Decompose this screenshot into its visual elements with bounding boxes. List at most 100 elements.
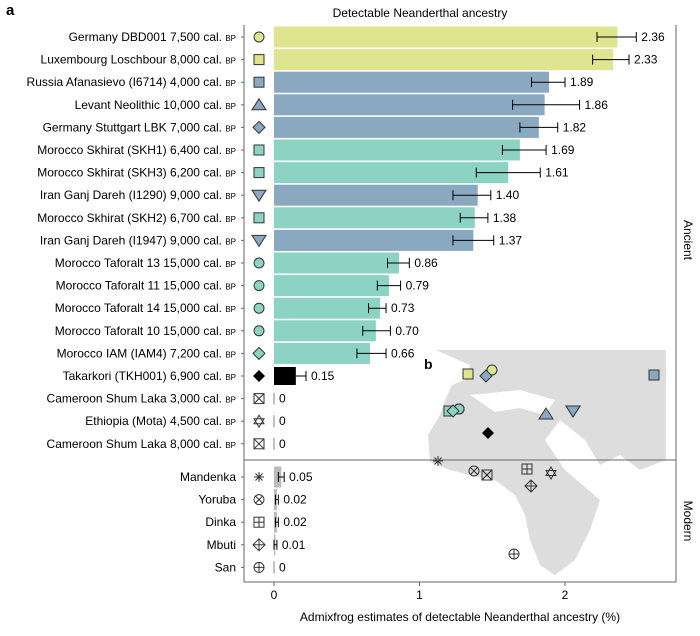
bar-row: Morocco Skhirat (SKH3) 6,200 cal. BP 1.61	[37, 162, 569, 184]
value-label: 1.89	[570, 75, 594, 89]
row-label: Morocco Taforalt 13 15,000 cal. BP	[55, 256, 236, 270]
map-landmass	[428, 350, 666, 575]
row-label: Dinka	[205, 515, 236, 529]
bar	[274, 229, 474, 251]
row-label-suffix: BP	[225, 147, 236, 156]
row-marker	[251, 234, 267, 248]
row-label: Cameroon Shum Laka 8,000 cal. BP	[47, 437, 236, 451]
bar	[274, 367, 296, 385]
row-label-suffix: BP	[225, 283, 236, 292]
row-marker-b	[253, 418, 265, 429]
row-label: Germany Stuttgart LBK 7,000 cal. BP	[43, 120, 236, 134]
bar	[274, 207, 475, 229]
bar-row: Morocco Taforalt 10 15,000 cal. BP 0.70	[55, 320, 419, 342]
row-label-suffix: BP	[225, 170, 236, 179]
row-marker	[253, 212, 265, 224]
bar-row: San 0	[215, 560, 286, 574]
row-marker	[251, 189, 267, 203]
map-panel: b	[424, 350, 666, 575]
map-marker	[462, 368, 474, 380]
bar-row: Yoruba 0.02	[198, 489, 307, 511]
row-label: Morocco IAM (IAM4) 7,200 cal. BP	[57, 346, 236, 360]
row-label-suffix: BP	[225, 328, 236, 337]
x-axis-label: Admixfrog estimates of detectable Neande…	[300, 610, 620, 624]
row-label: Germany DBD001 7,500 cal. BP	[69, 30, 236, 44]
map-marker-b	[545, 470, 557, 480]
row-label: Cameroon Shum Laka 3,000 cal. BP	[47, 392, 236, 406]
value-label: 0.66	[391, 346, 415, 360]
row-label-suffix: BP	[225, 237, 236, 246]
map-marker	[648, 369, 660, 381]
row-marker	[253, 257, 265, 269]
value-label: 0	[279, 414, 286, 428]
row-label: Iran Ganj Dareh (I1290) 9,000 cal. BP	[40, 188, 236, 202]
group-label-ancient: Ancient	[681, 220, 695, 261]
map-marker-stroke	[470, 467, 478, 475]
bar-row: Cameroon Shum Laka 8,000 cal. BP 0	[47, 437, 286, 451]
row-marker-stroke	[255, 495, 263, 504]
value-label: 0.86	[414, 256, 438, 270]
panel-b-label: b	[424, 356, 433, 372]
chart-title: Detectable Neanderthal ancestry	[333, 6, 508, 20]
row-label: Morocco Skhirat (SKH3) 6,200 cal. BP	[37, 166, 236, 180]
value-label: 1.40	[496, 188, 520, 202]
bar	[274, 252, 400, 274]
value-label: 0.02	[283, 493, 307, 507]
group-label-modern: Modern	[681, 501, 695, 542]
row-marker	[253, 414, 265, 425]
bar-row: Luxembourg Loschbour 8,000 cal. BP 2.33	[41, 49, 658, 71]
row-marker	[253, 280, 265, 292]
row-marker	[251, 97, 267, 111]
row-label: Morocco Skhirat (SKH1) 6,400 cal. BP	[37, 143, 236, 157]
bar	[274, 297, 381, 319]
value-label: 1.61	[545, 166, 569, 180]
row-label-suffix: BP	[225, 124, 236, 133]
bar	[274, 320, 376, 342]
bar	[274, 466, 282, 488]
bar-row: Morocco Taforalt 11 15,000 cal. BP 0.79	[56, 275, 430, 297]
map-marker-stroke	[481, 469, 493, 481]
row-label-suffix: BP	[225, 34, 236, 43]
bar-row: Mandenka 0.05	[180, 466, 313, 488]
value-label: 2.33	[634, 53, 658, 67]
bar-row: Mbuti 0.01	[207, 534, 306, 556]
value-label: 0.79	[406, 279, 430, 293]
bar	[274, 184, 478, 206]
bar-row: Levant Neolithic 10,000 cal. BP 1.86	[75, 94, 608, 116]
map-marker	[481, 469, 493, 481]
bar-row: Dinka 0.02	[205, 511, 307, 533]
row-marker	[253, 54, 265, 66]
row-marker-stroke	[255, 473, 263, 481]
row-label-suffix: BP	[225, 79, 236, 88]
x-tick-label: 0	[271, 588, 278, 602]
row-label-suffix: BP	[225, 57, 236, 66]
row-label-suffix: BP	[225, 260, 236, 269]
bar	[274, 116, 539, 138]
row-label: Morocco Taforalt 14 15,000 cal. BP	[55, 301, 236, 315]
bar-row: Iran Ganj Dareh (I1947) 9,000 cal. BP 1.3…	[40, 229, 523, 251]
bar-row: Morocco IAM (IAM4) 7,200 cal. BP 0.66	[57, 342, 415, 364]
value-label: 0.02	[283, 515, 307, 529]
value-label: 1.37	[499, 233, 523, 247]
value-label: 0.73	[391, 301, 415, 315]
value-label: 0	[279, 437, 286, 451]
row-label: Takarkori (TKH001) 6,900 cal. BP	[63, 369, 236, 383]
bar	[274, 162, 509, 184]
row-label-suffix: BP	[225, 373, 236, 382]
value-label: 2.36	[641, 30, 665, 44]
value-label: 1.38	[493, 211, 517, 225]
bar-row: Iran Ganj Dareh (I1290) 9,000 cal. BP 1.4…	[40, 184, 520, 206]
bar-row: Cameroon Shum Laka 3,000 cal. BP 0	[47, 392, 286, 406]
bar-row: Germany DBD001 7,500 cal. BP 2.36	[69, 26, 665, 48]
row-label-suffix: BP	[225, 418, 236, 427]
bar-row: Germany Stuttgart LBK 7,000 cal. BP 1.82	[43, 116, 586, 138]
value-label: 0.01	[282, 538, 306, 552]
row-label-suffix: BP	[225, 396, 236, 405]
map-marker	[482, 427, 494, 439]
x-tick-label: 1	[416, 588, 423, 602]
row-marker	[253, 144, 265, 156]
map-marker	[446, 404, 460, 418]
row-marker-stroke	[253, 393, 265, 404]
map-marker	[479, 369, 493, 383]
